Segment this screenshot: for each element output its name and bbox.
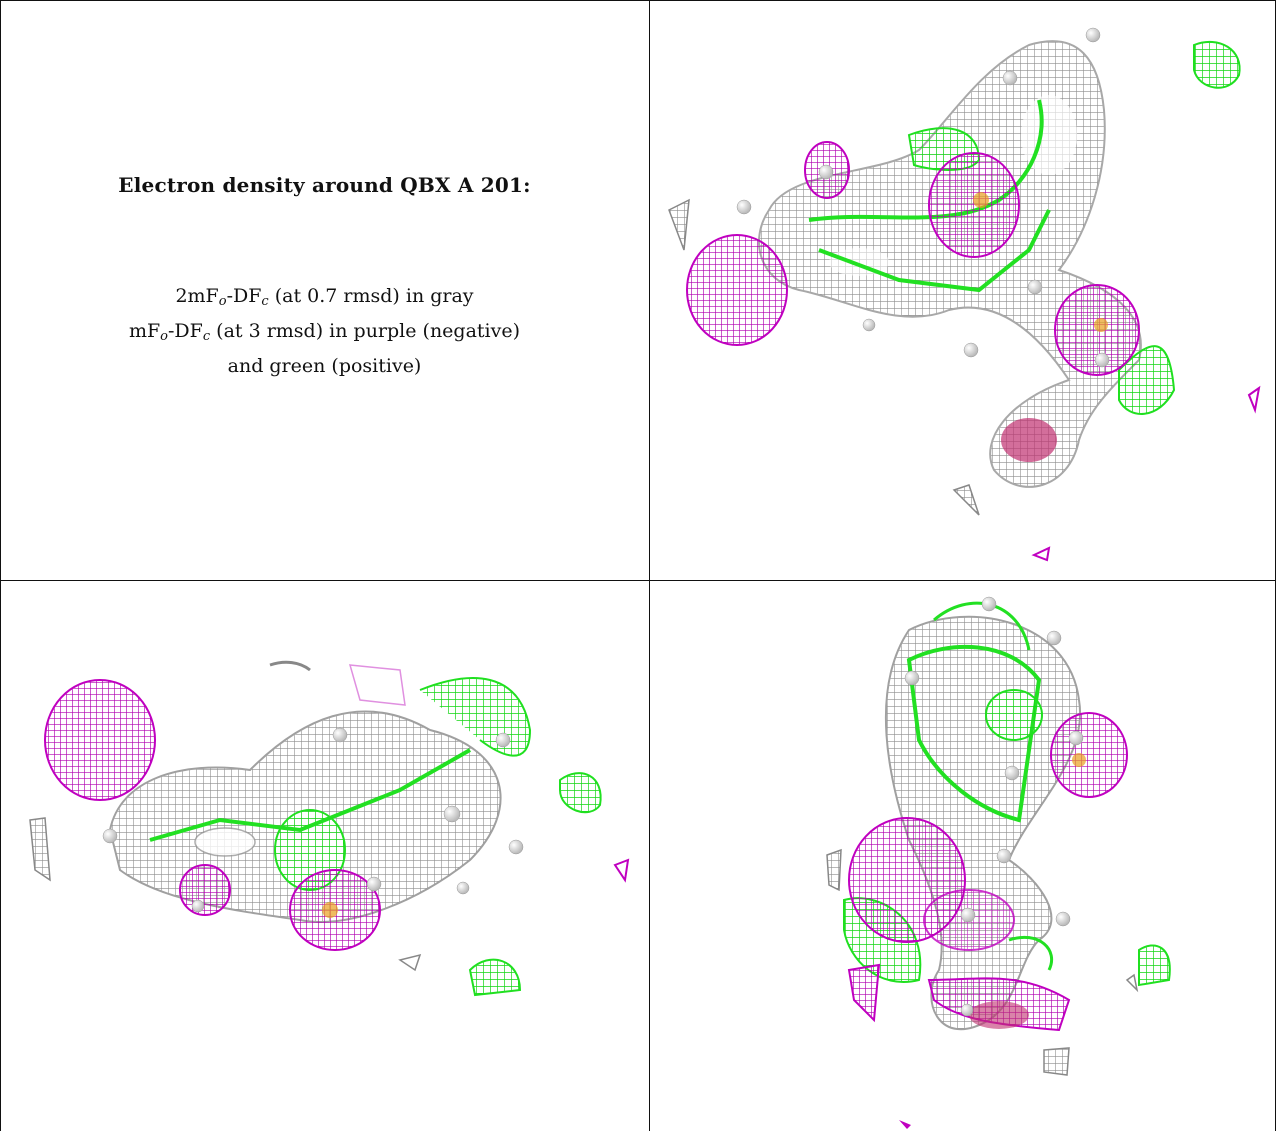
legend-text: 2mF: [175, 285, 219, 307]
legend-subscript: o: [160, 329, 168, 344]
table-rule-left: [0, 0, 1, 1131]
legend-line-fo-fc: mFo-DFc (at 3 rmsd) in purple (negative): [0, 320, 649, 344]
legend-text: (at 3 rmsd) in purple (negative): [210, 320, 521, 342]
density-view-top-right: [668, 27, 1261, 562]
legend-subscript: c: [261, 294, 269, 309]
legend-text: mF: [128, 320, 161, 342]
table-rule-middle: [0, 580, 1276, 581]
legend-line-2fo-fc: 2mFo-DFc (at 0.7 rmsd) in gray: [0, 285, 649, 309]
legend-cell: Electron density around QBX A 201: 2mFo-…: [0, 0, 649, 580]
legend-text: (at 0.7 rmsd) in gray: [268, 285, 474, 307]
density-panel-bottom-right: [649, 580, 1276, 1131]
figure-title: Electron density around QBX A 201:: [118, 173, 531, 197]
density-panel-bottom-left: [0, 580, 649, 1131]
density-view-bottom-left: [29, 660, 630, 997]
legend-subscript: o: [218, 294, 227, 309]
density-panel-top-right: [649, 0, 1276, 580]
table-rule-top: [0, 0, 1276, 1]
table-rule-center: [649, 0, 650, 1131]
legend-line-positive: and green (positive): [0, 355, 649, 377]
legend-text: -DF: [168, 320, 203, 342]
legend-text: -DF: [226, 285, 262, 307]
legend-subscript: c: [202, 329, 211, 344]
density-view-bottom-right: [826, 596, 1171, 1129]
legend-text: and green (positive): [227, 355, 422, 377]
